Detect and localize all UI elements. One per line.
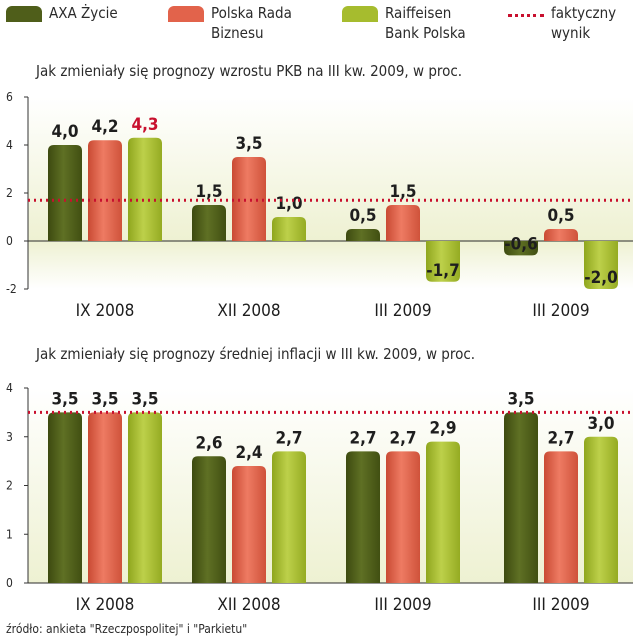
category-label-inflation: III 2009: [532, 595, 589, 615]
y-tick-label-inflation: 4: [6, 381, 13, 395]
y-tick-label-inflation: 2: [6, 479, 13, 493]
source-note: źródło: ankieta "Rzeczpospolitej" i "Par…: [6, 622, 248, 636]
data-label-inflation: 3,5: [131, 389, 158, 409]
data-label-gdp: 0,5: [547, 206, 574, 226]
bar-inflation-raiffeisen-4: [584, 436, 618, 583]
data-label-gdp: -2,0: [584, 268, 617, 288]
legend-actual-line: [508, 14, 544, 17]
bar-gdp-prb-2: [232, 157, 266, 241]
y-tick-label-inflation: 3: [6, 430, 13, 444]
category-label-gdp: III 2009: [374, 301, 431, 321]
legend-swatch-axa: [6, 6, 42, 22]
bar-gdp-prb-1: [88, 140, 122, 241]
data-label-gdp: 4,2: [91, 117, 118, 137]
legend-item-raiffeisen: Raiffeisen Bank Polska: [342, 3, 466, 43]
y-tick-label-inflation: 1: [6, 527, 13, 541]
legend-label-axa: AXA Życie: [49, 4, 118, 22]
category-label-gdp: IX 2008: [76, 301, 135, 321]
data-label-gdp: 4,0: [51, 122, 78, 142]
legend-swatch-raiffeisen: [342, 6, 378, 22]
data-label-inflation: 2,7: [349, 428, 376, 448]
bar-gdp-prb-4: [544, 229, 578, 241]
legend-label-prb: Polska Rada Biznesu: [211, 4, 292, 42]
data-label-inflation: 2,9: [429, 419, 456, 439]
chart-title-gdp: Jak zmieniały się prognozy wzrostu PKB n…: [36, 62, 463, 80]
data-label-gdp: 4,3: [131, 115, 158, 135]
data-label-inflation: 3,5: [507, 389, 534, 409]
bar-inflation-prb-4: [544, 451, 578, 583]
bar-inflation-raiffeisen-1: [128, 412, 162, 583]
y-tick-label-gdp: 2: [6, 186, 13, 200]
data-label-gdp: 1,0: [275, 194, 302, 214]
data-label-inflation: 3,5: [91, 389, 118, 409]
legend-item-axa: AXA Życie: [6, 3, 118, 23]
category-label-inflation: IX 2008: [76, 595, 135, 615]
bar-inflation-prb-2: [232, 466, 266, 583]
bar-gdp-axa-4: [504, 241, 538, 256]
category-label-inflation: III 2009: [374, 595, 431, 615]
bar-gdp-axa-3: [346, 229, 380, 241]
data-label-inflation: 2,7: [275, 428, 302, 448]
legend-label-actual: faktyczny wynik: [551, 4, 617, 42]
legend-swatch-prb: [168, 6, 204, 22]
bar-inflation-axa-2: [192, 456, 226, 583]
chart-title-inflation: Jak zmieniały się prognozy średniej infl…: [36, 345, 476, 363]
data-label-gdp: -1,7: [426, 261, 459, 281]
y-tick-label-gdp: 4: [6, 138, 13, 152]
bar-gdp-raiffeisen-2: [272, 217, 306, 241]
data-label-gdp: 3,5: [235, 134, 262, 154]
bar-inflation-raiffeisen-2: [272, 451, 306, 583]
bar-gdp-raiffeisen-4: [584, 241, 618, 289]
plot-background-negative-gdp: [28, 241, 633, 289]
category-label-gdp: III 2009: [532, 301, 589, 321]
legend: AXA Życie Polska Rada Biznesu Raiffeisen…: [0, 0, 633, 50]
category-label-inflation: XII 2008: [217, 595, 280, 615]
data-label-inflation: 3,5: [51, 389, 78, 409]
bar-inflation-prb-1: [88, 412, 122, 583]
category-label-gdp: XII 2008: [217, 301, 280, 321]
legend-item-actual: faktyczny wynik: [508, 3, 616, 43]
bar-inflation-axa-4: [504, 412, 538, 583]
y-tick-label-inflation: 0: [6, 576, 13, 590]
y-tick-label-gdp: -2: [6, 282, 17, 296]
bar-inflation-raiffeisen-3: [426, 441, 460, 583]
bar-gdp-raiffeisen-1: [128, 137, 162, 241]
data-label-gdp: -0,6: [504, 234, 537, 254]
bar-gdp-prb-3: [386, 205, 420, 241]
data-label-inflation: 2,7: [547, 428, 574, 448]
bar-gdp-axa-1: [48, 145, 82, 241]
data-label-gdp: 1,5: [389, 182, 416, 202]
y-tick-label-gdp: 0: [6, 234, 13, 248]
bar-gdp-raiffeisen-3: [426, 241, 460, 282]
bar-gdp-axa-2: [192, 205, 226, 241]
legend-item-prb: Polska Rada Biznesu: [168, 3, 292, 43]
legend-label-raiffeisen: Raiffeisen Bank Polska: [385, 4, 466, 42]
data-label-inflation: 2,6: [195, 433, 222, 453]
bar-inflation-axa-1: [48, 412, 82, 583]
bar-inflation-prb-3: [386, 451, 420, 583]
bar-inflation-axa-3: [346, 451, 380, 583]
data-label-gdp: 0,5: [349, 206, 376, 226]
data-label-inflation: 2,7: [389, 428, 416, 448]
y-tick-label-gdp: 6: [6, 90, 13, 104]
data-label-inflation: 3,0: [587, 414, 614, 434]
data-label-gdp: 1,5: [195, 182, 222, 202]
data-label-inflation: 2,4: [235, 443, 262, 463]
